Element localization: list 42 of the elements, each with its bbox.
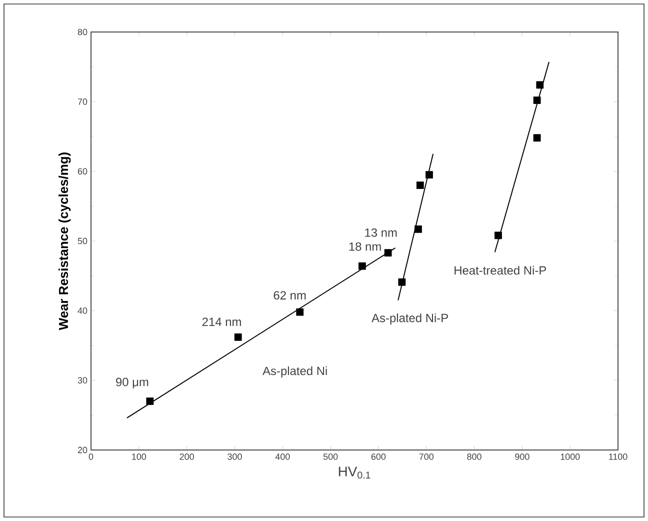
point	[416, 182, 424, 189]
annotation: 62 nm	[274, 291, 306, 300]
point	[533, 134, 541, 142]
annotation: Heat-treated Ni-P	[454, 266, 546, 275]
point	[533, 96, 541, 104]
y-tick-label: 80	[78, 28, 88, 36]
x-tick-label: 800	[467, 454, 482, 460]
point	[384, 249, 392, 257]
x-tick-label: 0	[88, 454, 94, 460]
y-tick-label: 40	[78, 307, 88, 314]
point	[494, 232, 502, 240]
annotation: 90 μm	[116, 378, 148, 388]
y-tick-label: 30	[78, 377, 88, 384]
y-tick-label: 20	[78, 446, 88, 454]
annotation: 214 nm	[202, 318, 241, 326]
x-tick-label: 500	[323, 454, 338, 460]
x-tick-label: 900	[515, 454, 530, 460]
x-tick-label: 600	[371, 454, 386, 460]
point	[146, 398, 154, 405]
y-tick-label: 50	[78, 238, 88, 244]
x-axis-title: HV$_{0.1}$	[338, 466, 370, 479]
x-tick-label: 1100	[609, 454, 628, 460]
x-tick-label: 400	[275, 454, 290, 460]
annotation: As-plated Ni-P	[372, 313, 448, 325]
x-tick-label: 1000	[560, 454, 580, 460]
annotation: 13 nm	[365, 228, 397, 237]
x-tick-label: 700	[419, 454, 434, 460]
point	[536, 81, 544, 89]
x-tick-label: 100	[132, 454, 146, 460]
x-tick-label: 300	[228, 454, 242, 460]
annotation: 18 nm	[349, 242, 381, 251]
y-tick-label: 70	[78, 98, 88, 105]
x-tick-label: 200	[180, 454, 194, 460]
y-axis-title: Wear Resistance (cycles/mg)	[58, 152, 71, 330]
point	[414, 225, 422, 233]
point	[234, 333, 242, 341]
point	[426, 171, 433, 179]
point	[398, 278, 406, 286]
point	[296, 308, 304, 316]
y-tick-label: 60	[78, 168, 88, 175]
point	[358, 262, 366, 270]
annotation: As-plated Ni	[262, 366, 327, 378]
